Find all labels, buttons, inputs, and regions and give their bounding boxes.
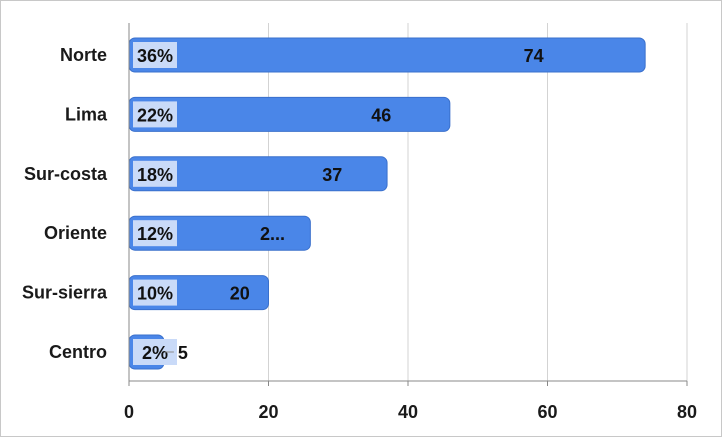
category-label: Centro xyxy=(49,342,107,362)
percent-label: 18% xyxy=(137,165,173,185)
category-label: Sur-sierra xyxy=(22,283,108,303)
category-label: Norte xyxy=(60,45,107,65)
x-tick-label: 20 xyxy=(258,402,278,422)
bars xyxy=(128,37,646,370)
percent-box xyxy=(133,42,177,68)
value-label: 46 xyxy=(371,105,391,125)
percent-label: 2% xyxy=(142,343,168,363)
value-label: 20 xyxy=(230,284,250,304)
bar-norte xyxy=(128,37,646,73)
bar-lima xyxy=(128,96,451,132)
percent-box xyxy=(133,160,177,187)
percent-box xyxy=(133,279,177,306)
category-label: Lima xyxy=(65,104,108,124)
category-label: Sur-costa xyxy=(24,164,108,184)
x-tick-label: 60 xyxy=(537,402,557,422)
value-label: 5 xyxy=(178,343,188,363)
percent-label: 36% xyxy=(137,46,173,66)
percent-label: 22% xyxy=(137,105,173,125)
value-label: 37 xyxy=(322,165,342,185)
value-label: 2... xyxy=(260,224,285,244)
percent-box xyxy=(133,220,177,247)
x-tick-label: 80 xyxy=(677,402,697,422)
x-tick-label: 40 xyxy=(398,402,418,422)
category-label: Oriente xyxy=(44,223,107,243)
percent-label: 10% xyxy=(137,284,173,304)
labels: 0 20 40 60 80 Norte 36% 74 Lima 22% 46 Sur-costa 18%… xyxy=(22,42,697,422)
grid-lines xyxy=(268,23,688,381)
x-tick-label: 0 xyxy=(124,402,134,422)
value-label: 74 xyxy=(524,46,544,66)
axes xyxy=(128,23,688,386)
percent-label: 12% xyxy=(137,224,173,244)
percent-box xyxy=(133,101,177,128)
